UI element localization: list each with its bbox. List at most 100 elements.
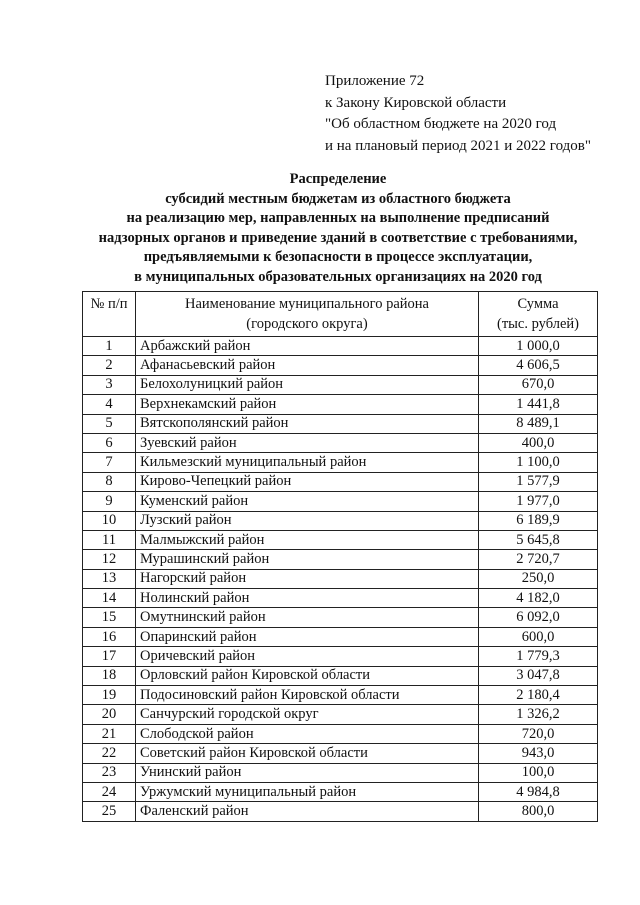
district-name: Зуевский район xyxy=(135,432,479,454)
district-name: Белохолуницкий район xyxy=(135,374,479,396)
district-name: Кильмезский муниципальный район xyxy=(135,452,479,473)
amount: 6 092,0 xyxy=(478,607,598,628)
district-name: Лузский район xyxy=(135,510,479,531)
appendix-header: Приложение 72 к Закону Кировской области… xyxy=(325,71,591,157)
amount: 5 645,8 xyxy=(478,529,598,551)
district-name: Верхнекамский район xyxy=(135,394,479,415)
table-row: 16 Опаринский район 600,0 xyxy=(82,626,598,648)
district-name: Советский район Кировской области xyxy=(135,743,479,764)
amount: 2 720,7 xyxy=(478,549,598,570)
table-row: 17 Оричевский район 1 779,3 xyxy=(82,646,598,667)
amount: 800,0 xyxy=(478,801,598,822)
row-number: 15 xyxy=(82,607,136,628)
table-row: 10 Лузский район 6 189,9 xyxy=(82,510,598,531)
table-row: 9 Куменский район 1 977,0 xyxy=(82,491,598,512)
title-line: на реализацию мер, направленных на выпол… xyxy=(126,210,550,227)
appendix-line: Приложение 72 xyxy=(325,73,425,89)
row-number: 2 xyxy=(82,355,136,376)
amount: 4 182,0 xyxy=(478,588,598,609)
district-name: Нолинский район xyxy=(135,588,479,609)
row-number: 11 xyxy=(82,529,136,551)
district-name: Нагорский район xyxy=(135,568,479,590)
amount: 1 100,0 xyxy=(478,452,598,473)
amount: 6 189,9 xyxy=(478,510,598,531)
table-row: 13 Нагорский район 250,0 xyxy=(82,568,598,590)
header-number: № п/п xyxy=(82,291,136,337)
amount: 8 489,1 xyxy=(478,413,598,434)
amount: 400,0 xyxy=(478,432,598,454)
table-row: 23 Унинский район 100,0 xyxy=(82,762,598,783)
amount: 720,0 xyxy=(478,723,598,745)
row-number: 22 xyxy=(82,743,136,764)
row-number: 9 xyxy=(82,491,136,512)
amount: 1 779,3 xyxy=(478,646,598,667)
amount: 100,0 xyxy=(478,762,598,783)
row-number: 3 xyxy=(82,374,136,396)
district-name: Кирово-Чепецкий район xyxy=(135,471,479,493)
table-row: 22 Советский район Кировской области 943,0 xyxy=(82,743,598,764)
district-name: Уржумский муниципальный район xyxy=(135,781,479,803)
table-row: 21 Слободской район 720,0 xyxy=(82,723,598,745)
table-row: 11 Малмыжский район 5 645,8 xyxy=(82,529,598,551)
table-row: 12 Мурашинский район 2 720,7 xyxy=(82,549,598,570)
header-amount: Сумма (тыс. рублей) xyxy=(478,291,598,337)
district-name: Фаленский район xyxy=(135,801,479,822)
title-line: надзорных органов и приведение зданий в … xyxy=(98,229,578,246)
amount: 600,0 xyxy=(478,626,598,648)
amount: 1 326,2 xyxy=(478,704,598,725)
amount: 3 047,8 xyxy=(478,665,598,687)
table-row: 18 Орловский район Кировской области 3 047… xyxy=(82,665,598,687)
row-number: 14 xyxy=(82,588,136,609)
district-name: Слободской район xyxy=(135,723,479,745)
table-row: 4 Верхнекамский район 1 441,8 xyxy=(82,394,598,415)
title-line: Распределение xyxy=(289,171,387,187)
row-number: 4 xyxy=(82,394,136,415)
row-number: 18 xyxy=(82,665,136,687)
amount: 1 441,8 xyxy=(478,394,598,415)
row-number: 10 xyxy=(82,510,136,531)
district-name: Оричевский район xyxy=(135,646,479,667)
district-name: Омутнинский район xyxy=(135,607,479,628)
table-row: 5 Вятскополянский район 8 489,1 xyxy=(82,413,598,434)
row-number: 8 xyxy=(82,471,136,493)
district-name: Санчурский городской округ xyxy=(135,704,479,725)
table-row: 3 Белохолуницкий район 670,0 xyxy=(82,374,598,396)
row-number: 25 xyxy=(82,801,136,822)
amount: 670,0 xyxy=(478,374,598,396)
title-line: субсидий местным бюджетам из областного … xyxy=(165,190,511,207)
document-title: Распределение субсидий местным бюджетам … xyxy=(60,170,616,288)
district-name: Афанасьевский район xyxy=(135,355,479,376)
district-name: Орловский район Кировской области xyxy=(135,665,479,687)
district-name: Унинский район xyxy=(135,762,479,783)
table-row: 20 Санчурский городской округ 1 326,2 xyxy=(82,704,598,725)
table-row: 25 Фаленский район 800,0 xyxy=(82,801,598,822)
district-name: Куменский район xyxy=(135,491,479,512)
row-number: 17 xyxy=(82,646,136,667)
district-name: Мурашинский район xyxy=(135,549,479,570)
row-number: 20 xyxy=(82,704,136,725)
appendix-line: и на плановый период 2021 и 2022 годов" xyxy=(325,137,591,154)
row-number: 16 xyxy=(82,626,136,648)
amount: 250,0 xyxy=(478,568,598,590)
district-name: Малмыжский район xyxy=(135,529,479,551)
row-number: 24 xyxy=(82,781,136,803)
table-row: 15 Омутнинский район 6 092,0 xyxy=(82,607,598,628)
row-number: 6 xyxy=(82,432,136,454)
row-number: 21 xyxy=(82,723,136,745)
row-number: 13 xyxy=(82,568,136,590)
table-row: 1 Арбажский район 1 000,0 xyxy=(82,335,598,357)
amount: 2 180,4 xyxy=(478,685,598,706)
row-number: 1 xyxy=(82,335,136,357)
table-header-row: № п/п Наименование муниципального района… xyxy=(82,291,598,337)
amount: 4 606,5 xyxy=(478,355,598,376)
district-name: Арбажский район xyxy=(135,335,479,357)
amount: 1 977,0 xyxy=(478,491,598,512)
amount: 943,0 xyxy=(478,743,598,764)
amount: 4 984,8 xyxy=(478,781,598,803)
header-district: Наименование муниципального района (город… xyxy=(135,291,479,337)
appendix-line: к Закону Кировской области xyxy=(325,94,507,111)
amount: 1 000,0 xyxy=(478,335,598,357)
district-name: Опаринский район xyxy=(135,626,479,648)
table-row: 6 Зуевский район 400,0 xyxy=(82,432,598,454)
title-line: предъявляемыми к безопасности в процессе… xyxy=(143,249,533,266)
